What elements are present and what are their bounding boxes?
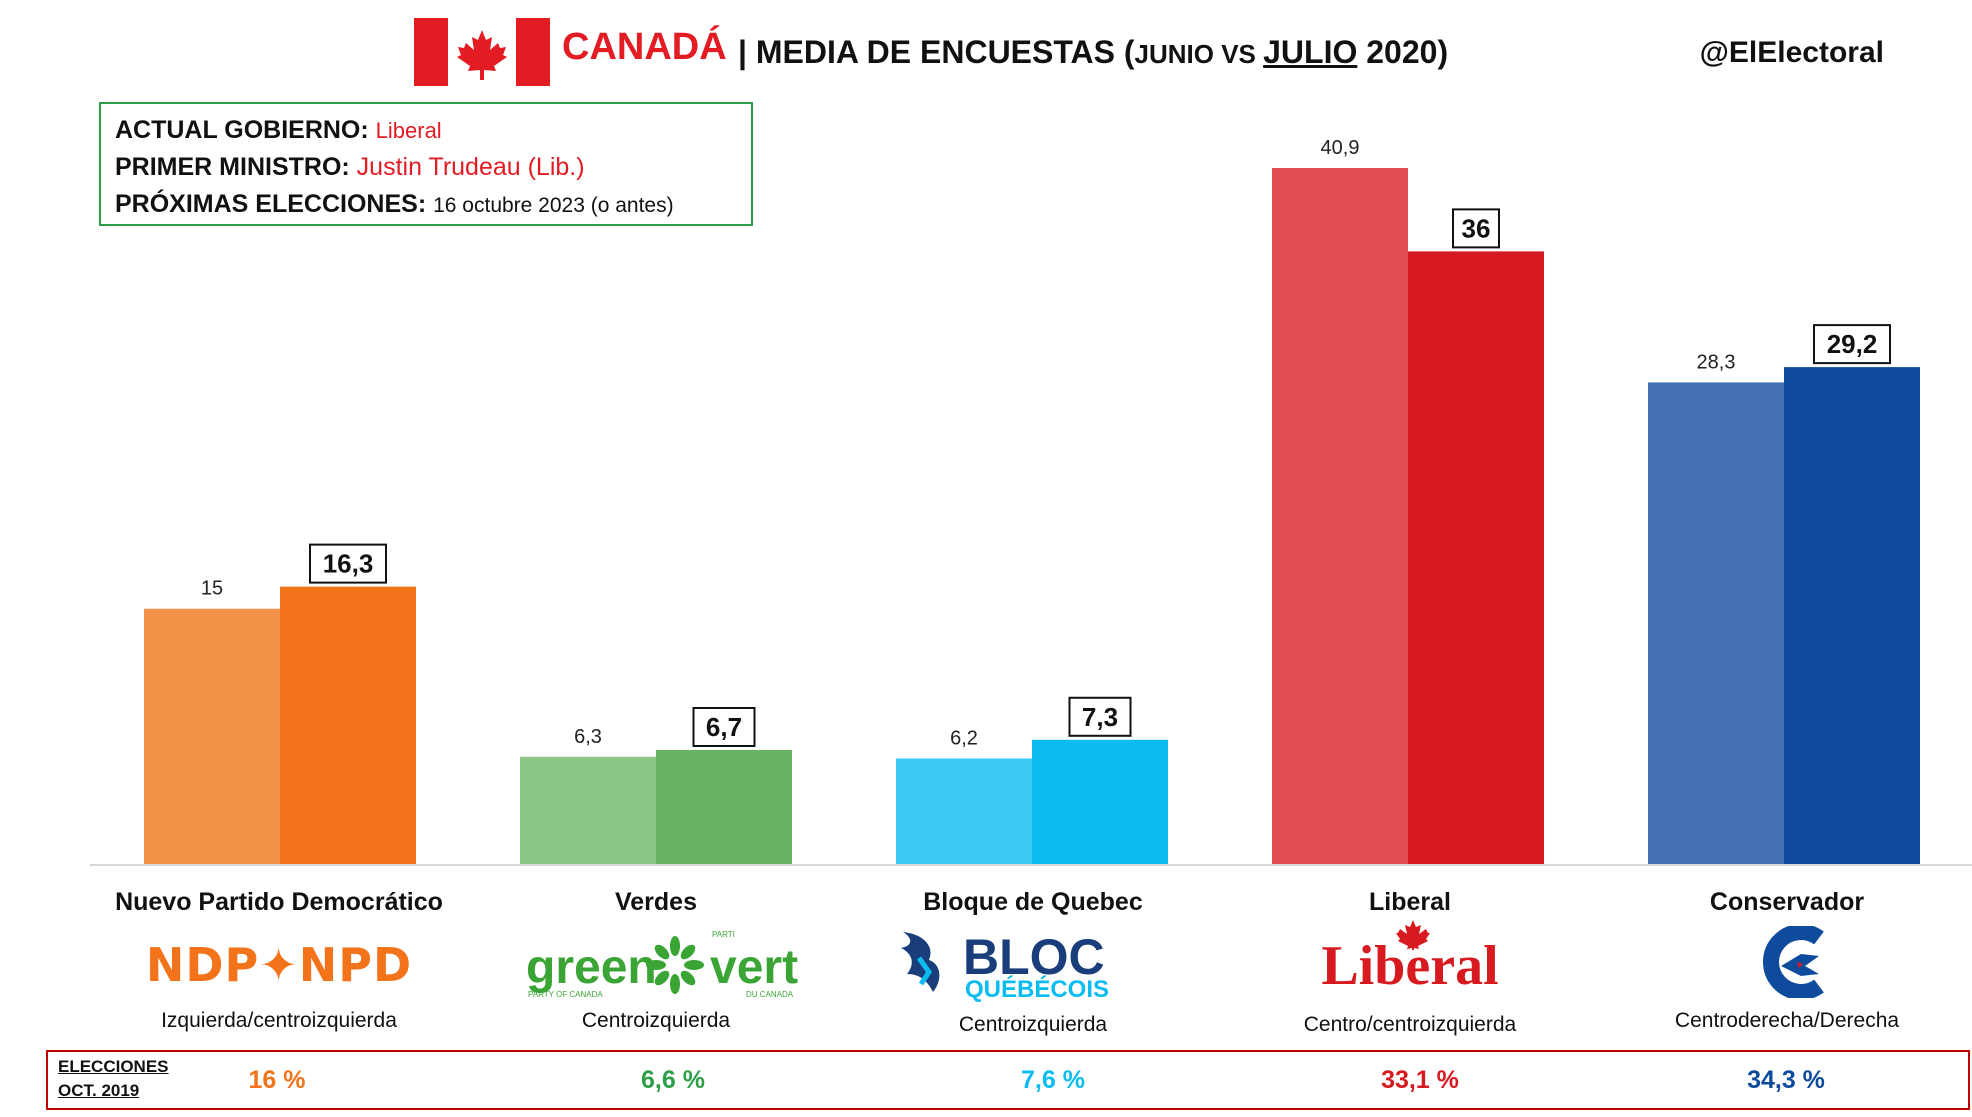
info-ministro: PRIMER MINISTRO: Justin Trudeau (Lib.) xyxy=(115,149,737,186)
party-name-ndp: Nuevo Partido Democrático xyxy=(115,888,443,916)
ideology-conservador: Centroderecha/Derecha xyxy=(1674,1009,1900,1032)
label-julio-2: 7,3 xyxy=(1082,702,1118,732)
country-title: CANADÁ xyxy=(562,26,727,68)
label-junio-3: 40,9 xyxy=(1321,137,1360,159)
elections-label-line1: ELECCIONES xyxy=(58,1057,169,1076)
liberal-logo: Liberal xyxy=(1230,920,1590,1010)
bloc-logo: BLOC QUÉBÉCOIS xyxy=(853,920,1213,1010)
green-logo-a: green xyxy=(526,941,657,994)
ideology-bloc: Centroizquierda xyxy=(958,1013,1108,1036)
title-year: 2020) xyxy=(1357,34,1449,70)
green-flower-icon xyxy=(646,936,704,994)
title-main-text: MEDIA DE ENCUESTAS ( xyxy=(755,34,1135,70)
canada-flag-icon xyxy=(414,18,550,86)
info-elecciones: PRÓXIMAS ELECCIONES: 16 octubre 2023 (o … xyxy=(115,186,737,224)
label-box-julio-0 xyxy=(309,543,387,584)
bar-julio-3 xyxy=(1408,251,1544,865)
label-junio-2: 6,2 xyxy=(950,727,978,749)
elections-value-liberal: 33,1 % xyxy=(1381,1066,1459,1094)
elecciones-label: PRÓXIMAS ELECCIONES: xyxy=(115,190,427,218)
party-name-liberal: Liberal xyxy=(1369,888,1451,916)
bar-junio-4 xyxy=(1648,382,1784,864)
elections-2019-label: ELECCIONES OCT. 2019 xyxy=(58,1055,169,1103)
bar-julio-4 xyxy=(1784,367,1920,864)
ndp-logo: NDP✦NPD xyxy=(99,920,459,1010)
label-box-julio-1 xyxy=(692,706,756,747)
chart-title: | MEDIA DE ENCUESTAS (JUNIO VS JULIO 202… xyxy=(738,34,1448,71)
ideology-verdes: Centroizquierda xyxy=(581,1009,731,1032)
ministro-label: PRIMER MINISTRO: xyxy=(115,153,350,181)
elections-value-verdes: 6,6 % xyxy=(641,1066,705,1094)
title-separator: | xyxy=(738,34,747,70)
bloc-logo-b: QUÉBÉCOIS xyxy=(965,976,1110,1003)
bloc-symbol-icon xyxy=(901,932,940,992)
label-julio-0: 16,3 xyxy=(323,549,374,579)
label-julio-3: 36 xyxy=(1462,213,1491,243)
green-logo-sub-b: DU CANADA xyxy=(746,990,794,999)
elections-value-ndp: 16 % xyxy=(248,1066,306,1094)
info-box: ACTUAL GOBIERNO: Liberal PRIMER MINISTRO… xyxy=(99,102,753,226)
title-row: CANADÁ | MEDIA DE ENCUESTAS (JUNIO VS JU… xyxy=(0,18,1972,90)
elections-value-bloc: 7,6 % xyxy=(1021,1066,1085,1094)
label-box-julio-2 xyxy=(1068,696,1132,737)
party-name-conservador: Conservador xyxy=(1709,888,1865,916)
label-box-julio-3 xyxy=(1452,208,1500,249)
green-logo-b: vert xyxy=(710,941,799,994)
ideology-ndp: Izquierda/centroizquierda xyxy=(161,1009,397,1032)
bar-julio-2 xyxy=(1032,739,1168,864)
gobierno-value: Liberal xyxy=(375,118,442,143)
bloc-logo-a: BLOC xyxy=(963,929,1105,985)
bar-junio-3 xyxy=(1272,168,1408,864)
green-logo-sub-a: PARTY OF CANADA xyxy=(528,990,603,999)
label-junio-4: 28,3 xyxy=(1697,351,1736,373)
label-julio-4: 29,2 xyxy=(1827,329,1878,359)
info-gobierno: ACTUAL GOBIERNO: Liberal xyxy=(115,112,737,149)
green-logo-top-b: PARTI xyxy=(712,930,735,939)
bar-julio-1 xyxy=(656,749,792,864)
party-name-bloc: Bloque de Quebec xyxy=(923,888,1143,916)
title-junio: JUNIO VS xyxy=(1134,39,1264,69)
maple-leaf-icon xyxy=(1396,920,1430,950)
gobierno-label: ACTUAL GOBIERNO: xyxy=(115,116,369,144)
bar-julio-0 xyxy=(280,586,416,864)
green-logo: green PARTY OF CANADA PARTI vert DU CANA… xyxy=(476,920,836,1010)
label-junio-1: 6,3 xyxy=(574,726,602,748)
conservative-c-icon xyxy=(1763,926,1824,998)
elections-value-conservador: 34,3 % xyxy=(1747,1066,1825,1094)
ministro-value: Justin Trudeau (Lib.) xyxy=(356,153,585,181)
party-name-verdes: Verdes xyxy=(614,888,697,916)
elecciones-value: 16 octubre 2023 (o antes) xyxy=(433,194,674,217)
bar-junio-0 xyxy=(144,608,280,864)
author-handle: @ElElectoral xyxy=(1699,36,1884,69)
elections-label-line2: OCT. 2019 xyxy=(58,1081,140,1100)
ideology-liberal: Centro/centroizquierda xyxy=(1303,1013,1517,1036)
ndp-logo-text: NDP✦NPD xyxy=(145,938,413,992)
conservative-logo xyxy=(1607,920,1967,1010)
label-junio-0: 15 xyxy=(201,578,223,600)
elections-2019-box xyxy=(46,1050,1970,1110)
bar-junio-2 xyxy=(896,758,1032,864)
bar-junio-1 xyxy=(520,756,656,864)
label-box-julio-4 xyxy=(1813,324,1891,365)
title-julio: JULIO xyxy=(1263,34,1358,70)
label-julio-1: 6,7 xyxy=(706,712,742,742)
